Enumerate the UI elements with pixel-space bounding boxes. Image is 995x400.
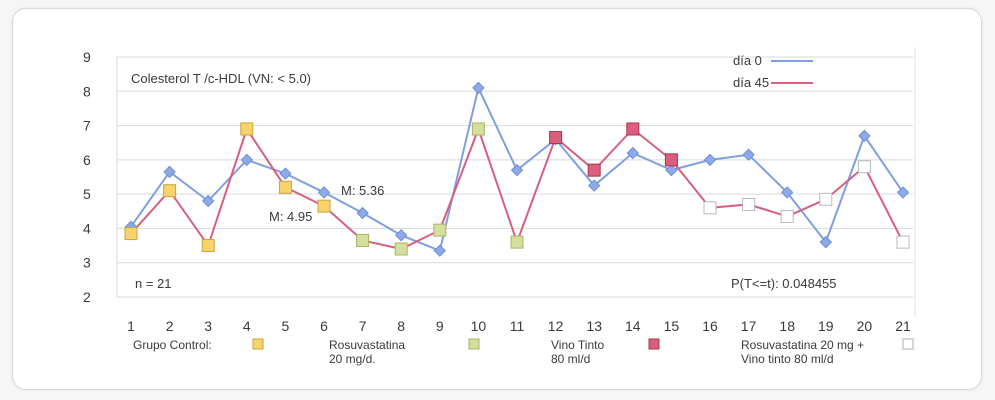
point-dia0-16 [703, 153, 717, 167]
mean-dia0-label: M: 5.36 [341, 183, 384, 198]
point-dia0-21 [896, 186, 910, 199]
y-tick-label-4: 4 [83, 220, 91, 236]
y-tick-label-3: 3 [83, 255, 91, 271]
x-tick-label-12: 12 [548, 318, 564, 334]
p-value-label: P(T<=t): 0.048455 [731, 276, 837, 291]
point-dia0-5 [279, 167, 292, 180]
group-swatch-control [252, 338, 264, 350]
group-label-control: Grupo Control: [133, 338, 212, 352]
x-tick-label-20: 20 [857, 318, 873, 334]
point-dia0-20 [858, 129, 871, 143]
chart-title: Colesterol T /c-HDL (VN: < 5.0) [131, 71, 311, 86]
point-dia45-5 [278, 180, 292, 194]
group-sublabel-combo: Vino tinto 80 ml/d [741, 352, 834, 366]
group-label-vino-tinto: Vino Tinto [551, 338, 604, 352]
point-dia45-21 [896, 235, 910, 249]
point-dia45-6 [317, 199, 331, 213]
x-tick-label-3: 3 [204, 318, 212, 334]
point-dia0-4 [240, 153, 254, 167]
y-tick-label-5: 5 [83, 186, 91, 202]
x-tick-label-6: 6 [320, 318, 328, 334]
point-dia45-12 [549, 131, 563, 145]
legend: día 0 día 45 [733, 53, 813, 90]
point-dia45-13 [587, 163, 601, 177]
point-dia0-14 [626, 146, 640, 160]
point-dia45-9 [433, 223, 447, 237]
point-dia45-7 [356, 233, 370, 247]
point-dia45-16 [703, 201, 717, 215]
point-dia0-10 [472, 81, 485, 95]
point-dia0-2 [163, 165, 176, 179]
y-tick-label-7: 7 [83, 118, 91, 134]
point-dia45-15 [664, 153, 678, 167]
point-dia0-3 [201, 194, 215, 208]
sample-size-label: n = 21 [135, 276, 172, 291]
x-tick-label-10: 10 [471, 318, 487, 334]
data-markers [124, 81, 910, 257]
x-tick-label-19: 19 [818, 318, 834, 334]
y-tick-label-9: 9 [83, 49, 91, 65]
point-dia45-2 [163, 184, 177, 198]
y-tick-label-2: 2 [83, 289, 91, 305]
x-tick-label-2: 2 [166, 318, 174, 334]
point-dia45-3 [201, 239, 215, 253]
point-dia45-18 [780, 209, 794, 223]
point-dia45-14 [626, 122, 640, 136]
x-tick-label-1: 1 [127, 318, 135, 334]
point-dia0-8 [394, 229, 408, 242]
group-legend: Grupo Control: Rosuvastatina 20 mg/d. Vi… [133, 338, 914, 366]
x-tick-label-13: 13 [586, 318, 602, 334]
point-dia45-1 [124, 227, 138, 241]
point-dia0-19 [819, 235, 833, 249]
point-dia0-7 [356, 206, 369, 220]
point-dia45-20 [857, 160, 871, 174]
group-sublabel-rosuvastatina: 20 mg/d. [329, 352, 376, 366]
point-dia45-4 [240, 122, 254, 136]
x-tick-label-7: 7 [359, 318, 367, 334]
x-tick-label-5: 5 [282, 318, 290, 334]
x-tick-label-18: 18 [779, 318, 795, 334]
x-tick-label-4: 4 [243, 318, 251, 334]
group-sublabel-vino-tinto: 80 ml/d [551, 352, 590, 366]
x-axis-ticks: 1 2 3 4 5 6 7 8 9 10 11 12 13 14 15 16 17 18 19 20 21 [127, 318, 911, 334]
y-axis-ticks: 2 3 4 5 6 7 8 9 [83, 49, 91, 305]
point-dia0-6 [317, 186, 331, 199]
x-tick-label-14: 14 [625, 318, 641, 334]
x-tick-label-8: 8 [397, 318, 405, 334]
point-dia45-8 [394, 242, 408, 256]
group-swatch-vino-tinto [648, 338, 660, 350]
legend-label-dia45: día 45 [733, 75, 769, 90]
group-swatch-combo [902, 338, 914, 350]
point-dia0-11 [510, 163, 524, 177]
point-dia45-11 [510, 235, 524, 249]
legend-label-dia0: día 0 [733, 53, 762, 68]
y-tick-label-8: 8 [83, 83, 91, 99]
point-dia0-17 [742, 148, 755, 161]
y-tick-label-6: 6 [83, 152, 91, 168]
group-label-combo: Rosuvastatina 20 mg + [741, 338, 864, 352]
point-dia45-17 [742, 197, 756, 211]
group-label-rosuvastatina: Rosuvastatina [329, 338, 405, 352]
point-dia45-10 [471, 122, 485, 136]
point-dia0-18 [780, 186, 794, 199]
group-swatch-rosuvastatina [468, 338, 480, 350]
point-dia0-9 [433, 244, 447, 257]
point-dia0-15 [665, 163, 678, 177]
point-dia45-19 [819, 192, 833, 206]
x-tick-label-17: 17 [741, 318, 757, 334]
x-tick-label-11: 11 [510, 318, 525, 334]
x-tick-label-15: 15 [664, 318, 680, 334]
point-dia0-13 [587, 179, 601, 192]
x-tick-label-9: 9 [436, 318, 444, 334]
x-tick-label-21: 21 [895, 318, 911, 334]
mean-dia45-label: M: 4.95 [269, 209, 312, 224]
x-tick-label-16: 16 [702, 318, 718, 334]
